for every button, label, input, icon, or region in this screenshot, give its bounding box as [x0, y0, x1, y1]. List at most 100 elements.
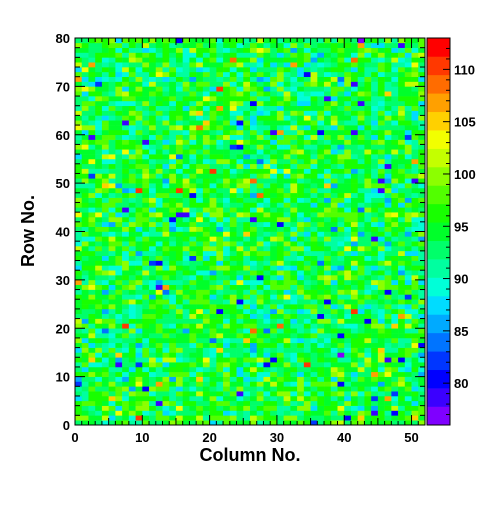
- heatmap-cell: [290, 318, 298, 324]
- heatmap-cell: [75, 250, 83, 256]
- heatmap-cell: [108, 246, 116, 252]
- heatmap-cell: [310, 289, 318, 295]
- heatmap-cell: [202, 362, 210, 368]
- heatmap-cell: [169, 110, 177, 116]
- heatmap-cell: [404, 168, 412, 174]
- heatmap-cell: [330, 202, 338, 208]
- heatmap-cell: [330, 420, 338, 426]
- heatmap-cell: [81, 395, 89, 402]
- heatmap-cell: [276, 149, 284, 155]
- heatmap-cell: [371, 279, 379, 286]
- heatmap-cell: [310, 265, 318, 271]
- heatmap-cell: [263, 415, 271, 421]
- heatmap-cell: [95, 333, 103, 339]
- heatmap-cell: [135, 250, 143, 256]
- heatmap-cell: [88, 183, 96, 189]
- heatmap-cell: [350, 202, 358, 208]
- heatmap-cell: [303, 420, 311, 426]
- heatmap-cell: [229, 294, 237, 300]
- heatmap-cell: [384, 183, 392, 189]
- heatmap-cell: [122, 52, 130, 58]
- heatmap-cell: [377, 125, 385, 131]
- x-tick-label: 0: [71, 430, 78, 445]
- heatmap-cell: [155, 357, 163, 363]
- heatmap-cell: [384, 125, 392, 131]
- heatmap-cell: [283, 105, 291, 111]
- heatmap-cell: [250, 246, 258, 252]
- heatmap-cell: [162, 125, 170, 131]
- heatmap-cell: [202, 391, 210, 397]
- heatmap-cell: [202, 400, 210, 406]
- heatmap-cell: [303, 410, 311, 416]
- heatmap-cell: [243, 197, 251, 203]
- heatmap-cell: [290, 221, 298, 227]
- heatmap-cell: [344, 226, 352, 232]
- heatmap-cell: [371, 366, 379, 373]
- heatmap-cell: [350, 304, 358, 310]
- heatmap-cell: [223, 337, 231, 344]
- heatmap-cell: [202, 279, 210, 286]
- heatmap-cell: [95, 168, 103, 174]
- heatmap-cell: [411, 313, 419, 319]
- heatmap-cell: [270, 400, 278, 406]
- heatmap-cell: [297, 221, 305, 227]
- heatmap-cell: [243, 313, 251, 319]
- heatmap-cell: [108, 149, 116, 155]
- heatmap-cell: [384, 241, 392, 247]
- heatmap-cell: [411, 386, 419, 392]
- heatmap-cell: [202, 395, 210, 402]
- heatmap-cell: [175, 284, 183, 290]
- heatmap-cell: [122, 371, 130, 377]
- heatmap-cell: [243, 100, 251, 107]
- heatmap-cell: [418, 52, 426, 58]
- heatmap-cell: [357, 415, 365, 421]
- heatmap-cell: [209, 410, 217, 416]
- colorbar-tick-label: 105: [454, 115, 476, 130]
- heatmap-cell: [175, 241, 183, 247]
- heatmap-cell: [330, 168, 338, 174]
- heatmap-cell: [202, 202, 210, 208]
- heatmap-cell: [256, 347, 264, 353]
- heatmap-cell: [330, 105, 338, 111]
- heatmap-cell: [229, 275, 237, 281]
- heatmap-cell: [236, 289, 244, 295]
- heatmap-cell: [384, 391, 392, 397]
- heatmap-cell: [263, 342, 271, 348]
- heatmap-cell: [256, 275, 264, 281]
- heatmap-cell: [155, 366, 163, 373]
- heatmap-cell: [209, 337, 217, 344]
- heatmap-cell: [404, 270, 412, 276]
- heatmap-cell: [377, 337, 385, 344]
- heatmap-cell: [297, 333, 305, 339]
- heatmap-cell: [344, 81, 352, 87]
- heatmap-cell: [283, 212, 291, 218]
- heatmap-cell: [364, 168, 372, 174]
- heatmap-cell: [404, 221, 412, 227]
- heatmap-cell: [122, 284, 130, 290]
- heatmap-cell: [162, 183, 170, 189]
- heatmap-cell: [196, 173, 204, 179]
- heatmap-cell: [128, 410, 136, 416]
- heatmap-cell: [236, 313, 244, 319]
- heatmap-cell: [357, 144, 365, 150]
- heatmap-cell: [303, 400, 311, 406]
- heatmap-cell: [202, 371, 210, 377]
- heatmap-cell: [162, 386, 170, 392]
- heatmap-cell: [236, 125, 244, 131]
- heatmap-cell: [384, 178, 392, 184]
- heatmap-cell: [418, 333, 426, 339]
- heatmap-cell: [189, 149, 197, 155]
- heatmap-cell: [81, 67, 89, 73]
- heatmap-cell: [128, 231, 136, 237]
- heatmap-cell: [81, 115, 89, 121]
- heatmap-cell: [371, 328, 379, 334]
- heatmap-cell: [330, 357, 338, 363]
- heatmap-cell: [229, 154, 237, 160]
- heatmap-cell: [149, 352, 157, 358]
- heatmap-cell: [101, 284, 109, 290]
- heatmap-cell: [108, 62, 116, 68]
- heatmap-cell: [162, 371, 170, 377]
- heatmap-cell: [81, 250, 89, 256]
- heatmap-cell: [337, 328, 345, 334]
- heatmap-cell: [223, 270, 231, 276]
